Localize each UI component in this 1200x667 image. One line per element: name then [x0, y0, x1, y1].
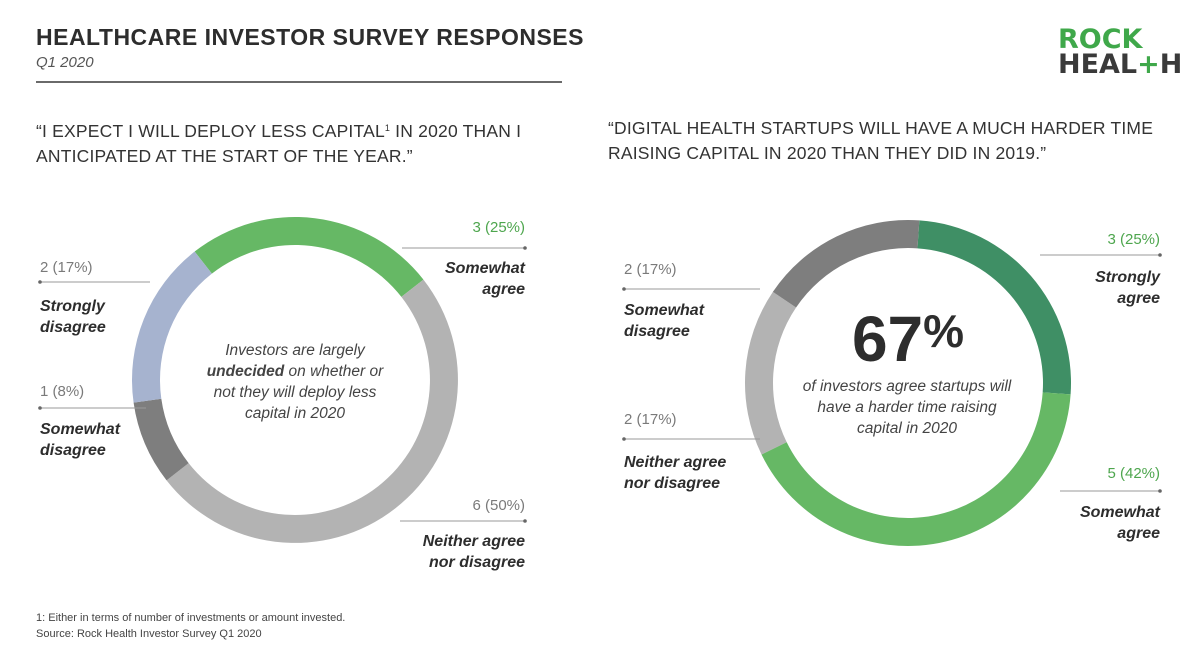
- chart-2-slice-neither: [745, 291, 797, 455]
- chart-2-slice-somewhat-disagree: [772, 220, 920, 308]
- chart-2-category-label-somewhat-agree: Somewhat: [1080, 504, 1161, 521]
- chart-1-category-label-somewhat-disagree-line-2: disagree: [40, 442, 106, 459]
- chart-2-category-label-strongly-agree-line-2: agree: [1117, 290, 1160, 307]
- chart-1-category-label-somewhat-agree: Somewhat: [445, 260, 526, 277]
- chart-1-value-label-somewhat-disagree: 1 (8%): [40, 383, 84, 400]
- page-title: HEALTHCARE INVESTOR SURVEY RESPONSES: [36, 24, 584, 50]
- chart-2-center-note: of investors agree startups will have a …: [802, 378, 1012, 437]
- title-divider: [36, 81, 562, 83]
- chart-2-value-label-strongly-agree: 3 (25%): [1107, 231, 1160, 248]
- chart-1-slice-somewhat-disagree: [133, 398, 189, 481]
- chart-1-value-label-somewhat-agree: 3 (25%): [472, 219, 525, 236]
- logo-line-2: HEAL+H: [1058, 49, 1183, 80]
- chart-1-category-label-neither-line-2: nor disagree: [429, 554, 525, 571]
- chart-2-leader-dot-somewhat-agree: [1158, 489, 1162, 493]
- chart-1-title: “I EXPECT I WILL DEPLOY LESS CAPITAL1 IN…: [36, 121, 522, 166]
- chart-1-category-label-strongly-disagree: Strongly: [40, 298, 106, 315]
- chart-2-leader-dot-strongly-agree: [1158, 253, 1162, 257]
- footnote: 1: Either in terms of number of investme…: [36, 612, 346, 624]
- chart-2-slice-strongly-agree: [917, 220, 1071, 395]
- chart-2-slice-somewhat-agree: [761, 392, 1071, 546]
- chart-1-category-label-somewhat-disagree: Somewhat: [40, 421, 121, 438]
- logo-line-1: ROCK: [1058, 24, 1143, 55]
- chart-1-category-label-neither: Neither agree: [423, 533, 525, 550]
- chart-2-category-label-neither: Neither agree: [624, 454, 726, 471]
- chart-1-slice-neither: [166, 279, 458, 543]
- chart-1-slice-strongly-disagree: [132, 251, 212, 403]
- chart-2-category-label-neither-line-2: nor disagree: [624, 475, 720, 492]
- chart-2-value-label-somewhat-agree: 5 (42%): [1107, 465, 1160, 482]
- chart-2-category-label-somewhat-agree-line-2: agree: [1117, 525, 1160, 542]
- chart-1-leader-dot-strongly-disagree: [38, 280, 42, 284]
- chart-2-center-percent: 67%: [851, 303, 965, 375]
- chart-2-category-label-somewhat-disagree-line-2: disagree: [624, 323, 690, 340]
- chart-2-leader-dot-neither: [622, 437, 626, 441]
- chart-1-value-label-neither: 6 (50%): [472, 497, 525, 514]
- chart-2-category-label-strongly-agree: Strongly: [1095, 269, 1161, 286]
- chart-2-category-label-somewhat-disagree: Somewhat: [624, 302, 705, 319]
- chart-2-value-label-somewhat-disagree: 2 (17%): [624, 261, 677, 278]
- chart-2-title: “DIGITAL HEALTH STARTUPS WILL HAVE A MUC…: [608, 118, 1154, 163]
- rock-health-logo: ROCK HEAL+H: [1058, 24, 1183, 80]
- chart-1-center-note: Investors are largely undecided on wheth…: [206, 342, 384, 422]
- chart-1-leader-dot-somewhat-agree: [523, 246, 527, 250]
- chart-1-category-label-strongly-disagree-line-2: disagree: [40, 319, 106, 336]
- chart-1-slice-somewhat-agree: [194, 217, 424, 297]
- chart-2-value-label-neither: 2 (17%): [624, 411, 677, 428]
- page-subtitle: Q1 2020: [36, 54, 94, 71]
- source-note: Source: Rock Health Investor Survey Q1 2…: [36, 628, 262, 640]
- chart-2-leader-dot-somewhat-disagree: [622, 287, 626, 291]
- chart-1-leader-dot-neither: [523, 519, 527, 523]
- chart-1-value-label-strongly-disagree: 2 (17%): [40, 259, 93, 276]
- chart-1-category-label-somewhat-agree-line-2: agree: [482, 281, 525, 298]
- chart-1-leader-dot-somewhat-disagree: [38, 406, 42, 410]
